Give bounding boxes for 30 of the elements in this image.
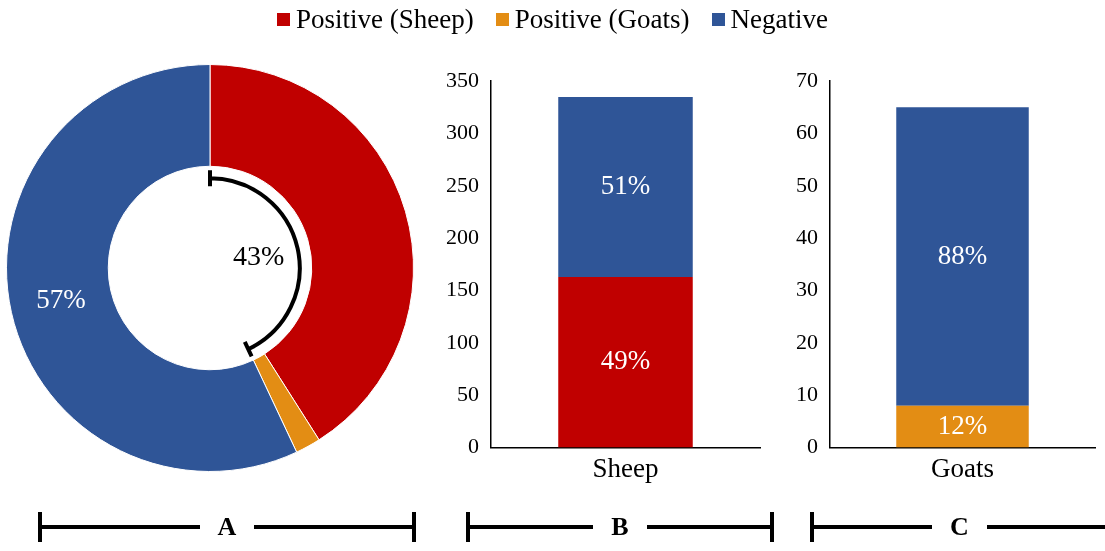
legend-label: Positive (Sheep) [296, 4, 474, 35]
y-tick-label: 60 [796, 119, 818, 145]
annotation: 49% [600, 345, 651, 376]
y-tick-label: 200 [446, 224, 479, 250]
y-tick-label: 300 [446, 119, 479, 145]
span-bracket: B [466, 512, 774, 542]
annotation: 12% [937, 409, 988, 440]
y-tick-label: 50 [796, 171, 818, 197]
y-tick-label: 40 [796, 224, 818, 250]
y-tick-label: 20 [796, 328, 818, 354]
y-tick-label: 70 [796, 66, 818, 92]
y-tick-label: 50 [457, 381, 479, 407]
x-tick-label: Goats [931, 452, 994, 483]
legend-label: Positive (Goats) [514, 4, 690, 35]
y-tick-label: 10 [796, 381, 818, 407]
span-bracket: C [810, 512, 1105, 542]
y-tick-label: 150 [446, 276, 479, 302]
text: 43% [232, 239, 285, 271]
y-tick-label: 350 [446, 66, 479, 92]
y-tick-label: 250 [446, 171, 479, 197]
y-tick-label: 0 [468, 433, 479, 459]
legend-label: Negative [730, 4, 828, 35]
span-bracket: A [38, 512, 416, 542]
y-tick-label: 0 [807, 433, 818, 459]
annotation: 88% [937, 239, 988, 270]
annotation: 51% [600, 170, 651, 201]
y-tick-label: 30 [796, 276, 818, 302]
data-label: 57% [36, 284, 86, 315]
x-tick-label: Sheep [592, 452, 659, 483]
y-tick-label: 100 [446, 328, 479, 354]
